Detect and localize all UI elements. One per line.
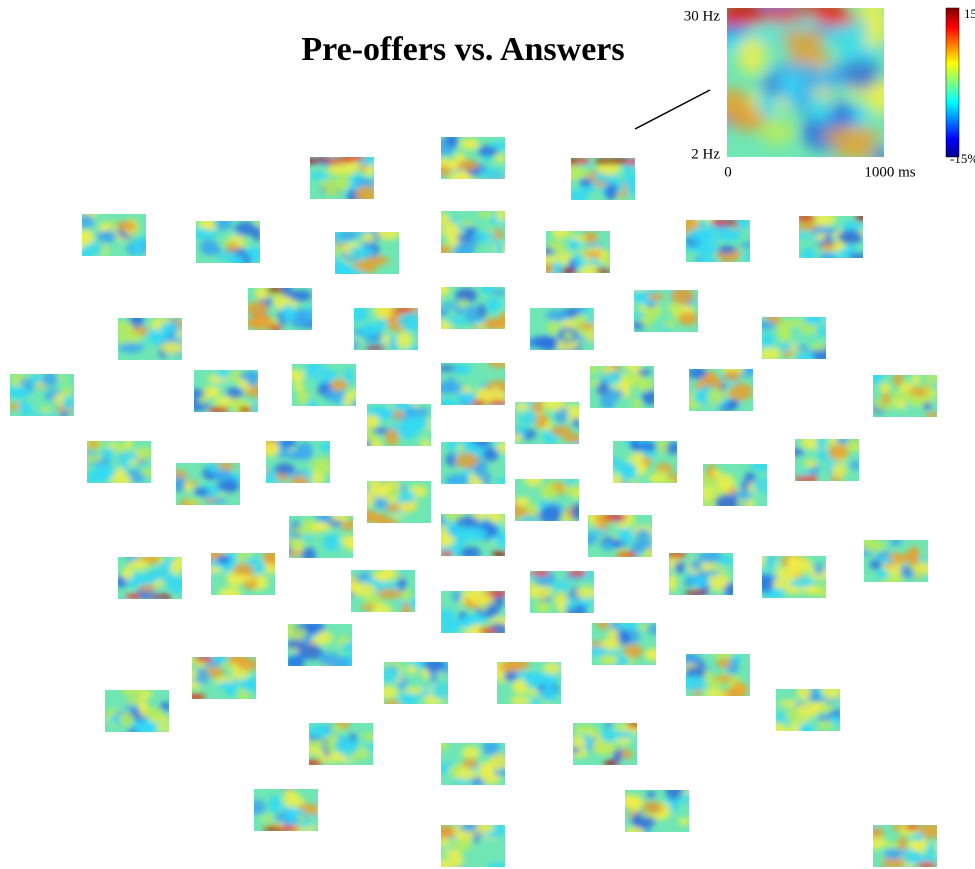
tf-map (530, 308, 594, 350)
tf-map (196, 221, 260, 263)
tf-map (515, 479, 579, 521)
tf-map (686, 654, 750, 696)
tf-map (105, 690, 169, 732)
tf-map (441, 514, 505, 556)
tf-map (795, 439, 859, 481)
tf-map (588, 515, 652, 557)
tf-map (354, 308, 418, 350)
colorbar-label: 15% (964, 6, 975, 21)
tf-map (613, 441, 677, 483)
tf-map (497, 662, 561, 704)
tf-map (266, 441, 330, 483)
tf-map (703, 464, 767, 506)
tf-map (592, 623, 656, 665)
tf-map (254, 789, 318, 831)
tf-map (211, 553, 275, 595)
tf-map (118, 318, 182, 360)
tf-map (82, 214, 146, 256)
tf-map (87, 441, 151, 483)
tf-map (248, 288, 312, 330)
pointer-line (634, 89, 711, 130)
tf-map (289, 516, 353, 558)
tf-map (367, 404, 431, 446)
tf-map (727, 8, 884, 157)
tf-map (530, 571, 594, 613)
tf-map (590, 366, 654, 408)
tf-map (515, 402, 579, 444)
tf-map (441, 442, 505, 484)
tf-map (292, 364, 356, 406)
tf-map (335, 232, 399, 274)
tf-map (367, 481, 431, 523)
tf-map (689, 369, 753, 411)
tf-map (686, 220, 750, 262)
tf-map (762, 556, 826, 598)
tf-map (441, 137, 505, 179)
tf-map (441, 591, 505, 633)
tf-map (384, 662, 448, 704)
colorbar-label: -15% (950, 151, 975, 166)
tf-map (441, 825, 505, 867)
tf-map (571, 158, 635, 200)
colorbar (945, 7, 960, 158)
y-label: 30 Hz (684, 8, 721, 24)
tf-map (799, 216, 863, 258)
tf-map (192, 657, 256, 699)
tf-map (669, 553, 733, 595)
tf-map (309, 723, 373, 765)
tf-map (573, 723, 637, 765)
tf-map (546, 231, 610, 273)
tf-map (288, 624, 352, 666)
tf-map (176, 463, 240, 505)
tf-map (762, 317, 826, 359)
tf-map (625, 790, 689, 832)
title: Pre-offers vs. Answers (301, 31, 624, 68)
tf-map (873, 375, 937, 417)
tf-map (351, 570, 415, 612)
tf-map (873, 825, 937, 867)
tf-map (194, 370, 258, 412)
tf-map (310, 157, 374, 199)
tiles (10, 8, 937, 867)
tf-map (441, 211, 505, 253)
tf-map (864, 540, 928, 582)
tf-map (441, 743, 505, 785)
x-label: 0 (724, 164, 732, 180)
tf-map (441, 363, 505, 405)
tf-map (441, 287, 505, 329)
x-label: 1000 ms (864, 164, 915, 180)
tf-map (776, 689, 840, 731)
y-label: 2 Hz (691, 146, 720, 162)
tf-map (10, 374, 74, 416)
tf-map (118, 557, 182, 599)
tf-map (634, 290, 698, 332)
